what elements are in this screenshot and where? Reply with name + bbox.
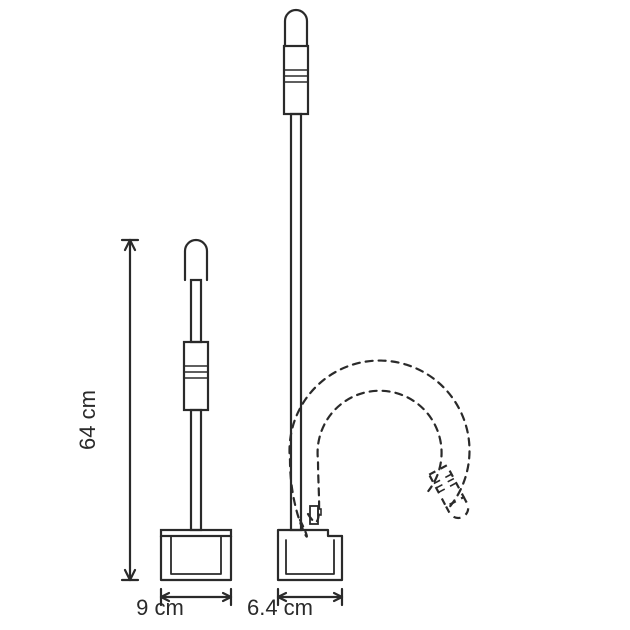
canvas-bg [0, 0, 630, 630]
dim-height-label: 64 cm [75, 390, 100, 450]
dim-w9-label: 9 cm [136, 595, 184, 620]
dim-w64-label: 6.4 cm [247, 595, 313, 620]
technical-diagram: 64 cm 9 cm 6.4 cm [0, 0, 630, 630]
